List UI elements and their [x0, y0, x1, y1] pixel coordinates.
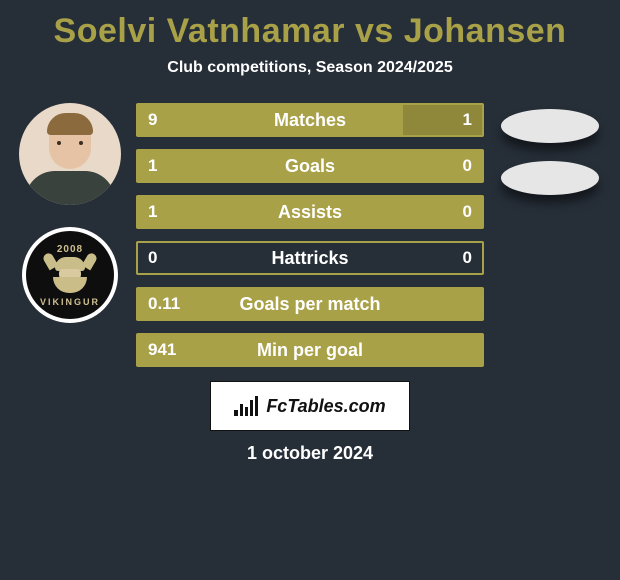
- stat-label: Assists: [190, 202, 430, 223]
- stat-label: Goals: [190, 156, 430, 177]
- player2-name: Johansen: [404, 12, 567, 50]
- stat-row: 0Hattricks0: [136, 241, 484, 275]
- stat-value-left: 0.11: [138, 294, 190, 314]
- chart-icon: [234, 396, 258, 416]
- left-column: 2008 VIKINGUR: [10, 103, 130, 323]
- stat-label: Min per goal: [190, 340, 430, 361]
- stat-row: 9Matches1: [136, 103, 484, 137]
- stat-row: 1Goals0: [136, 149, 484, 183]
- player1-name: Soelvi Vatnhamar: [54, 12, 345, 50]
- club-badge: 2008 VIKINGUR: [22, 227, 118, 323]
- stat-value-right: 0: [430, 156, 482, 176]
- badge-name: VIKINGUR: [40, 297, 100, 307]
- footer-logo[interactable]: FcTables.com: [210, 381, 410, 431]
- stat-label: Hattricks: [190, 248, 430, 269]
- stat-value-right: 0: [430, 248, 482, 268]
- stat-label: Goals per match: [190, 294, 430, 315]
- stat-value-left: 1: [138, 202, 190, 222]
- stat-value-right: 1: [430, 110, 482, 130]
- stat-row: 1Assists0: [136, 195, 484, 229]
- comparison-bars: 9Matches11Goals01Assists00Hattricks00.11…: [136, 103, 484, 367]
- stat-value-left: 1: [138, 156, 190, 176]
- badge-year: 2008: [57, 244, 83, 255]
- player2-avatar-placeholder: [501, 109, 599, 143]
- right-column: [490, 103, 610, 195]
- stat-row: 0.11Goals per match: [136, 287, 484, 321]
- footer-logo-text: FcTables.com: [266, 396, 385, 417]
- stat-value-left: 0: [138, 248, 190, 268]
- viking-icon: [47, 257, 93, 295]
- stat-value-left: 941: [138, 340, 190, 360]
- stat-row: 941Min per goal: [136, 333, 484, 367]
- page-title: Soelvi Vatnhamar vs Johansen: [10, 12, 610, 51]
- subtitle: Club competitions, Season 2024/2025: [10, 59, 610, 77]
- player1-avatar: [19, 103, 121, 205]
- date-text: 1 october 2024: [10, 443, 610, 464]
- vs-text: vs: [355, 12, 394, 50]
- stat-label: Matches: [190, 110, 430, 131]
- player2-badge-placeholder: [501, 161, 599, 195]
- stat-value-left: 9: [138, 110, 190, 130]
- stat-value-right: 0: [430, 202, 482, 222]
